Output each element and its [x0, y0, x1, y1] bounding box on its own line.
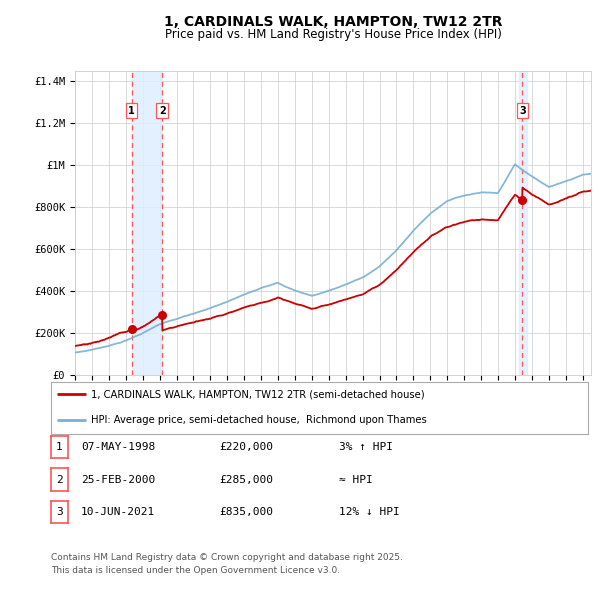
- Text: 2: 2: [159, 106, 166, 116]
- Text: 10-JUN-2021: 10-JUN-2021: [81, 507, 155, 517]
- Text: 2: 2: [56, 475, 63, 484]
- Text: 07-MAY-1998: 07-MAY-1998: [81, 442, 155, 452]
- Text: £285,000: £285,000: [219, 475, 273, 484]
- Text: £220,000: £220,000: [219, 442, 273, 452]
- Text: This data is licensed under the Open Government Licence v3.0.: This data is licensed under the Open Gov…: [51, 566, 340, 575]
- Text: 3: 3: [519, 106, 526, 116]
- Text: 1: 1: [128, 106, 135, 116]
- Bar: [519, 71, 527, 375]
- Text: 3: 3: [56, 507, 63, 517]
- Text: ≈ HPI: ≈ HPI: [339, 475, 373, 484]
- Text: 1, CARDINALS WALK, HAMPTON, TW12 2TR (semi-detached house): 1, CARDINALS WALK, HAMPTON, TW12 2TR (se…: [91, 389, 425, 399]
- Text: HPI: Average price, semi-detached house,  Richmond upon Thames: HPI: Average price, semi-detached house,…: [91, 415, 427, 425]
- Text: 1: 1: [56, 442, 63, 452]
- Text: Contains HM Land Registry data © Crown copyright and database right 2025.: Contains HM Land Registry data © Crown c…: [51, 553, 403, 562]
- Bar: [131, 71, 162, 375]
- Text: 12% ↓ HPI: 12% ↓ HPI: [339, 507, 400, 517]
- Text: 3% ↑ HPI: 3% ↑ HPI: [339, 442, 393, 452]
- Text: Price paid vs. HM Land Registry's House Price Index (HPI): Price paid vs. HM Land Registry's House …: [164, 28, 502, 41]
- Text: 25-FEB-2000: 25-FEB-2000: [81, 475, 155, 484]
- Text: 1, CARDINALS WALK, HAMPTON, TW12 2TR: 1, CARDINALS WALK, HAMPTON, TW12 2TR: [164, 15, 502, 29]
- Text: £835,000: £835,000: [219, 507, 273, 517]
